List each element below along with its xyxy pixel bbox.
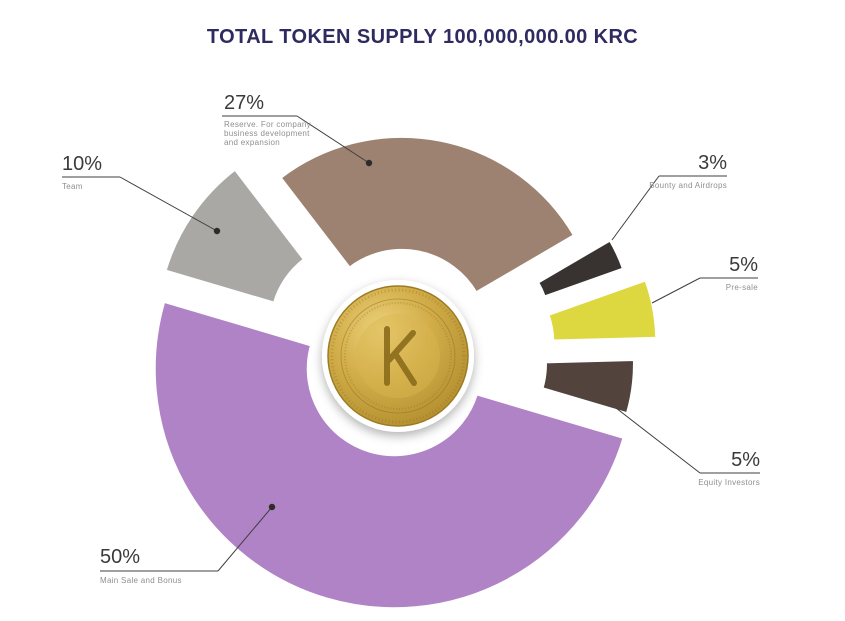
coin-inner-ring xyxy=(340,298,456,414)
pie-slice-equity-investors xyxy=(540,358,636,416)
callout-leader-team xyxy=(119,176,218,232)
slice-label-equity-investors: Equity Investors xyxy=(698,478,760,487)
chart-title: TOTAL TOKEN SUPPLY 100,000,000.00 KRC xyxy=(206,26,639,48)
coin-k-logo xyxy=(384,326,417,386)
slice-label-bounty-and-airdrops: Bounty and Airdrops xyxy=(649,181,727,190)
callout-dot-main-sale-and-bonus xyxy=(268,503,276,511)
slice-label-pre-sale: Pre-sale xyxy=(726,283,758,292)
slice-label-reserve: and expansion xyxy=(224,138,280,147)
slice-percent-team: 10% xyxy=(62,153,102,175)
pie-slice-bounty-and-airdrops xyxy=(536,238,626,299)
pie-slices xyxy=(152,134,659,611)
slice-percent-main-sale-and-bonus: 50% xyxy=(100,546,140,568)
pie-slice-reserve xyxy=(278,134,577,295)
slice-label-team: Team xyxy=(62,182,83,191)
slice-label-reserve: business development xyxy=(224,129,310,138)
pie-slice-main-sale-and-bonus xyxy=(152,299,626,611)
coin-milled-edge xyxy=(330,288,466,424)
slice-percent-bounty-and-airdrops: 3% xyxy=(698,152,727,174)
callout-dot-team xyxy=(213,227,221,235)
callout-leader-reserve xyxy=(296,115,370,164)
slice-percent-reserve: 27% xyxy=(224,92,264,114)
callout-leader-main-sale-and-bonus xyxy=(217,506,273,572)
pie-slice-pre-sale xyxy=(546,278,659,343)
slice-percent-pre-sale: 5% xyxy=(729,254,758,276)
callout-leader-pre-sale xyxy=(651,277,701,304)
coin-engraved-text-ring xyxy=(344,302,452,410)
pie-slice-team xyxy=(163,167,306,305)
callout-leader-bounty-and-airdrops xyxy=(611,175,660,241)
callout-leader-equity-investors xyxy=(615,407,701,474)
krc-coin xyxy=(322,280,474,432)
slice-percent-equity-investors: 5% xyxy=(731,449,760,471)
slice-label-reserve: Reserve. For company xyxy=(224,120,311,129)
slice-label-main-sale-and-bonus: Main Sale and Bonus xyxy=(100,576,182,585)
callout-dot-reserve xyxy=(365,159,373,167)
